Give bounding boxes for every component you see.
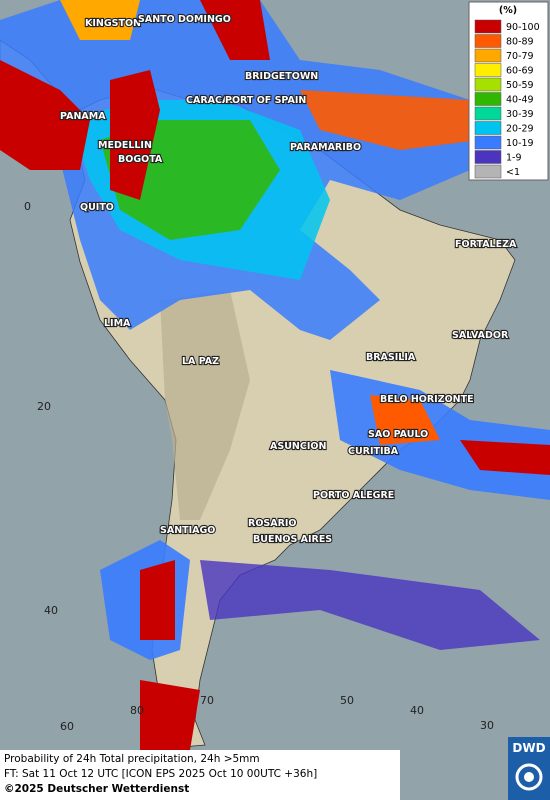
terrain <box>160 290 250 520</box>
city-label: BUENOS AIRES <box>253 534 332 545</box>
legend-label: 30-39 <box>506 109 534 120</box>
logo-icon <box>515 763 543 791</box>
city-label: PANAMA <box>60 111 106 122</box>
grid-label: 40 <box>44 604 58 617</box>
city-label: QUITO <box>80 202 114 213</box>
footer-line: Probability of 24h Total precipitation, … <box>4 753 260 765</box>
precip-area <box>140 560 175 640</box>
copyright: ©2025 Deutscher Wetterdienst <box>4 783 190 795</box>
legend-label: <1 <box>506 167 520 178</box>
legend-swatch <box>474 135 502 150</box>
city-label: ASUNCION <box>270 441 326 452</box>
city-label: KINGSTON <box>85 18 141 29</box>
grid-label: 40 <box>410 704 424 717</box>
city-label: PORT OF SPAIN <box>225 95 306 106</box>
city-label: SALVADOR <box>452 330 509 341</box>
legend-swatch <box>474 19 502 34</box>
legend-swatch <box>474 106 502 121</box>
legend-label: 20-29 <box>506 124 534 135</box>
legend-label: 70-79 <box>506 51 534 62</box>
footer: Probability of 24h Total precipitation, … <box>0 750 400 800</box>
grid-label: 30 <box>480 719 494 732</box>
legend-label: 10-19 <box>506 138 534 149</box>
legend-label: 40-49 <box>506 95 534 106</box>
legend-label: 60-69 <box>506 66 534 77</box>
logo-swirl <box>515 763 543 791</box>
city-label: BRASILIA <box>366 352 416 363</box>
precip-area <box>200 0 270 60</box>
city-label: ROSARIO <box>248 518 297 529</box>
legend-swatch <box>474 63 502 77</box>
city-label: PORTO ALEGRE <box>313 490 394 501</box>
precip-area <box>60 0 140 40</box>
logo: DWD <box>508 737 550 800</box>
logo-text: DWD <box>512 741 546 755</box>
legend-title: (%) <box>499 5 517 16</box>
footer-line: FT: Sat 11 Oct 12 UTC [ICON EPS 2025 Oct… <box>4 768 318 780</box>
legend-label: 50-59 <box>506 80 534 91</box>
precip-area <box>140 680 200 750</box>
legend-swatch <box>474 48 502 63</box>
grid-label: 60 <box>60 720 74 733</box>
city-label: BELO HORIZONTE <box>380 394 474 405</box>
city-label: CARACAS <box>186 95 236 106</box>
precip-area <box>110 70 160 200</box>
grid-label: 70 <box>200 694 214 707</box>
grid-label: 0 <box>24 200 31 213</box>
legend-label: 80-89 <box>506 37 534 48</box>
city-label: LA PAZ <box>182 356 219 367</box>
city-label: SAO PAULO <box>368 429 428 440</box>
logo-dot <box>524 772 534 782</box>
legend-swatch <box>474 77 502 92</box>
legend-swatch <box>474 150 502 164</box>
legend-swatch <box>474 92 502 106</box>
precip-area <box>200 560 540 650</box>
city-label: LIMA <box>104 318 131 329</box>
legend: (%) 90-100 80-89 70-79 60-69 50-59 40-49 30-39… <box>468 1 549 181</box>
grid-label: 50 <box>340 694 354 707</box>
legend-swatch <box>474 34 502 48</box>
city-label: MEDELLIN <box>98 140 152 151</box>
precip-area <box>460 440 550 475</box>
legend-swatch <box>474 121 502 135</box>
precip-area <box>300 90 480 150</box>
legend-label: 1-9 <box>506 153 522 164</box>
city-label: SANTO DOMINGO <box>138 14 231 25</box>
grid-label: 80 <box>130 704 144 717</box>
city-label: PARAMARIBO <box>290 142 361 153</box>
grid-label: 20 <box>37 400 51 413</box>
city-label: BOGOTA <box>118 154 163 165</box>
legend-label: 90-100 <box>506 22 540 33</box>
city-label: SANTIAGO <box>160 525 215 536</box>
precip-area <box>0 60 90 170</box>
city-label: FORTALEZA <box>455 239 517 250</box>
precip-area <box>370 395 440 445</box>
city-label: BRIDGETOWN <box>245 71 318 82</box>
legend-swatch <box>474 164 502 179</box>
city-label: CURITIBA <box>348 446 399 457</box>
